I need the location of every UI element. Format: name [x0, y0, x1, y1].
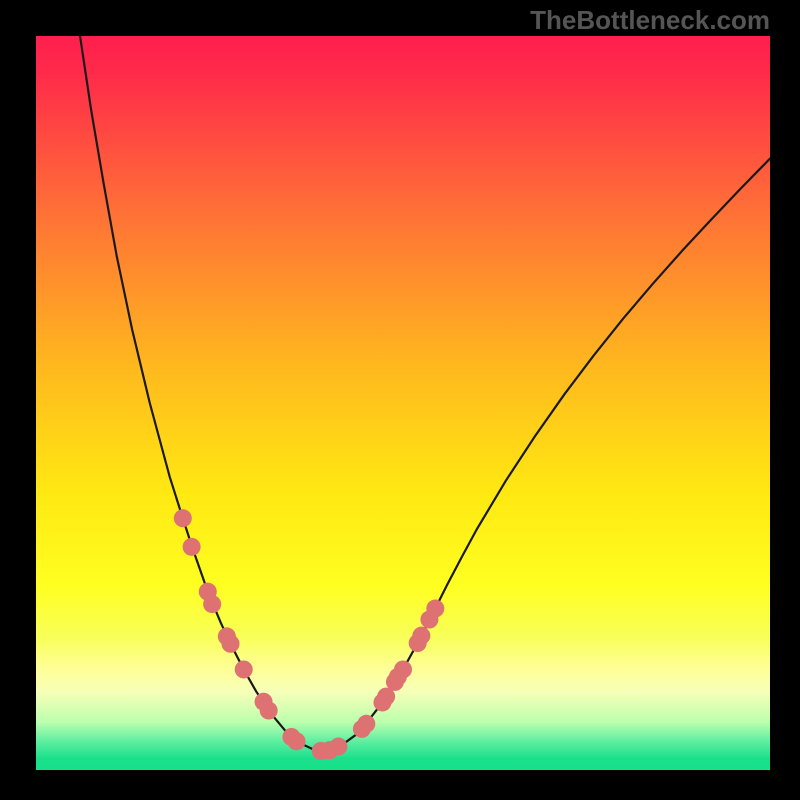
data-point [174, 509, 192, 527]
data-point [394, 660, 412, 678]
data-point [426, 600, 444, 618]
watermark-text: TheBottleneck.com [530, 5, 770, 36]
chart-container: TheBottleneck.com [0, 0, 800, 800]
data-point [222, 635, 240, 653]
data-point [203, 595, 221, 613]
data-point [288, 732, 306, 750]
data-point [260, 702, 278, 720]
data-point [183, 538, 201, 556]
data-point [329, 738, 347, 756]
data-point [357, 715, 375, 733]
data-point [235, 660, 253, 678]
gradient-background [36, 36, 770, 770]
plot-border-bottom [0, 770, 800, 800]
plot-border-left [0, 0, 36, 800]
bottleneck-chart [0, 0, 800, 800]
plot-border-right [770, 0, 800, 800]
data-point [412, 627, 430, 645]
